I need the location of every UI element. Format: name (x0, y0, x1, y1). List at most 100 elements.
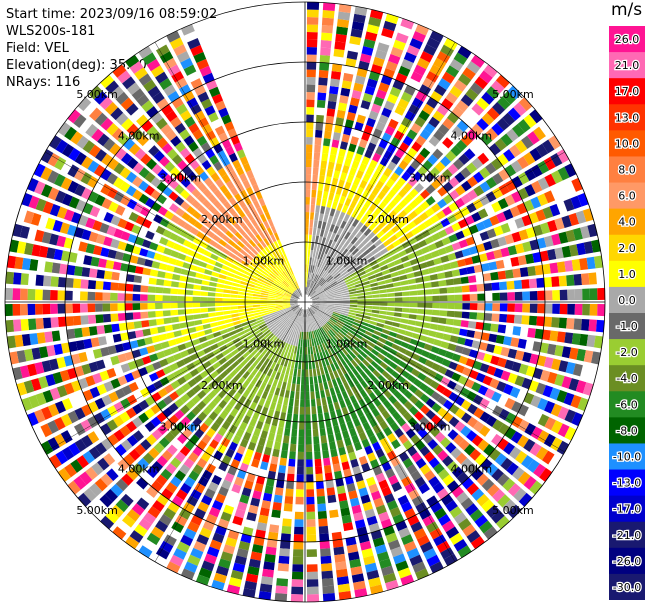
gate (331, 314, 339, 320)
gate (571, 177, 583, 192)
gate (378, 82, 390, 93)
gate (284, 279, 291, 286)
gate (481, 332, 490, 342)
gate (522, 303, 530, 313)
gate (266, 342, 273, 350)
gate (243, 270, 252, 277)
gate (375, 504, 387, 515)
gate (376, 230, 385, 239)
gate (126, 157, 139, 170)
gate (530, 164, 543, 178)
gate (266, 321, 274, 327)
gate (361, 260, 369, 267)
gate (353, 356, 362, 365)
gate (294, 281, 299, 289)
gate (393, 400, 403, 410)
gate (203, 346, 212, 355)
gate (407, 176, 418, 187)
gate (225, 537, 238, 548)
gate (419, 212, 429, 222)
gate (94, 112, 108, 126)
gate (146, 106, 159, 119)
gate (483, 443, 496, 457)
gate (289, 443, 297, 452)
gate (298, 324, 302, 332)
gate (444, 244, 454, 254)
gate (358, 196, 367, 206)
gate (224, 121, 235, 132)
gate (291, 428, 298, 437)
gate (188, 141, 199, 152)
gate (91, 128, 104, 142)
gate (225, 180, 235, 190)
gate (373, 206, 383, 216)
gate (372, 465, 383, 476)
gate (281, 381, 287, 390)
gate (379, 306, 388, 311)
gate (288, 336, 293, 345)
gate (303, 309, 305, 317)
gate (353, 418, 361, 428)
gate (511, 361, 522, 373)
gate (255, 370, 262, 379)
gate (315, 312, 322, 319)
gate (331, 456, 340, 465)
gate (291, 383, 296, 392)
gate (205, 351, 215, 360)
gate (285, 367, 291, 376)
gate (255, 225, 262, 234)
gate (445, 318, 455, 326)
gate (236, 501, 248, 512)
gate (45, 217, 56, 231)
gate (586, 256, 596, 270)
gate (182, 356, 192, 365)
gate (274, 371, 281, 380)
gate (156, 98, 169, 110)
gate (570, 394, 582, 409)
gate (237, 376, 246, 386)
ray (311, 177, 583, 300)
gate (275, 297, 283, 300)
ring-label: 3.00km (409, 421, 451, 434)
gate (323, 366, 329, 375)
gate (341, 310, 349, 314)
gate (510, 431, 523, 444)
gate (587, 223, 598, 238)
gate (360, 321, 369, 327)
gate (237, 386, 246, 395)
gate (144, 336, 153, 346)
gate (155, 225, 166, 235)
gate (368, 110, 379, 121)
gate (408, 384, 418, 394)
gate (305, 421, 312, 430)
gate (394, 292, 403, 297)
gate (261, 270, 269, 277)
gate (200, 285, 209, 291)
gate (364, 149, 374, 159)
gate (28, 394, 40, 409)
gate (54, 400, 66, 414)
gate (407, 514, 420, 526)
gate (447, 302, 455, 310)
gate (40, 440, 54, 455)
gate (21, 333, 31, 347)
gate (348, 427, 357, 437)
gate (16, 350, 27, 363)
gate (306, 309, 309, 317)
gate (430, 281, 440, 288)
gate (561, 245, 572, 258)
gate (237, 267, 246, 274)
gate (573, 273, 582, 286)
gate (242, 389, 251, 398)
gate (534, 264, 544, 276)
gate (415, 277, 424, 284)
gate (318, 293, 327, 298)
ring-label: 4.00km (118, 462, 160, 475)
gate (150, 65, 165, 78)
gate (375, 341, 385, 348)
gate (252, 490, 262, 500)
gate (311, 189, 317, 198)
gate (205, 333, 215, 341)
gate (245, 310, 254, 315)
gate (255, 379, 263, 388)
